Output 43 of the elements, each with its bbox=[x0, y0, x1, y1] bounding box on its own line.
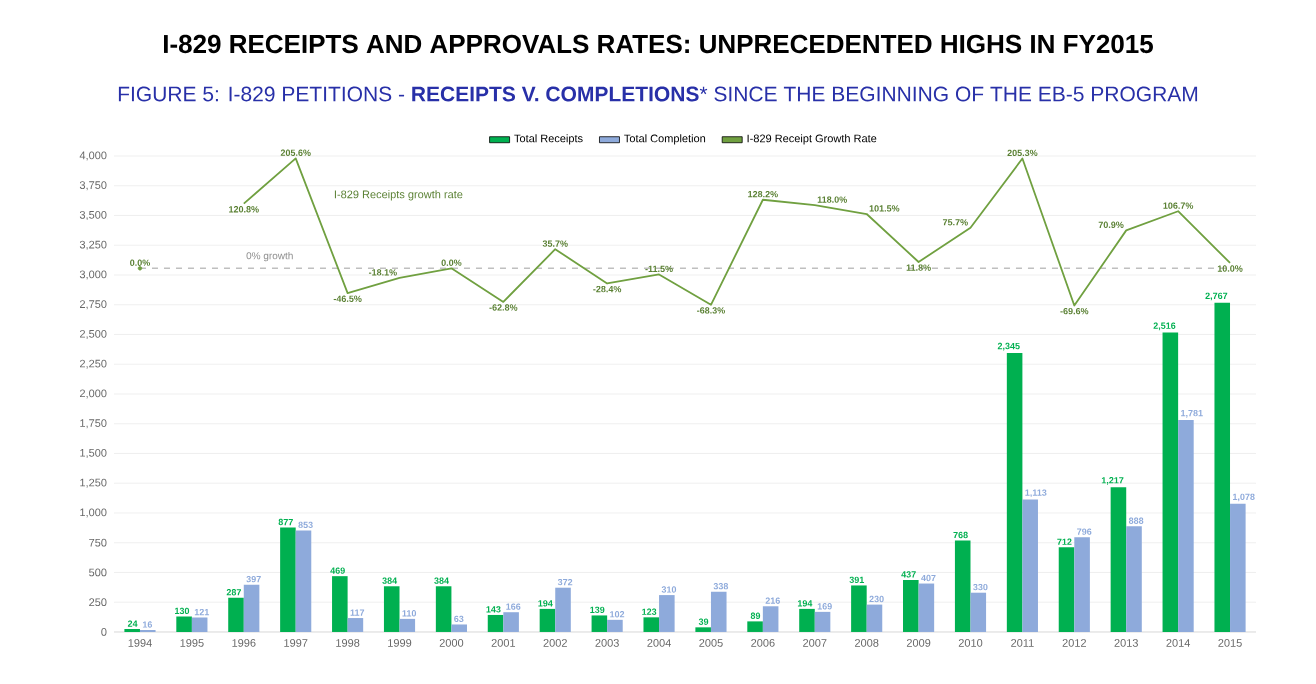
bar bbox=[243, 584, 260, 632]
bar bbox=[1006, 352, 1023, 632]
bar bbox=[659, 595, 675, 632]
bar bbox=[176, 616, 192, 632]
bar bbox=[1110, 487, 1127, 632]
bar bbox=[487, 614, 504, 632]
bar bbox=[1178, 420, 1194, 632]
bar bbox=[866, 604, 883, 632]
bar bbox=[643, 617, 660, 632]
bar bbox=[814, 611, 831, 632]
bar bbox=[435, 586, 452, 632]
bar bbox=[332, 576, 348, 632]
bar bbox=[1022, 499, 1038, 632]
bar bbox=[1058, 547, 1075, 632]
bar bbox=[295, 530, 312, 632]
bar bbox=[1214, 302, 1231, 632]
bar bbox=[555, 587, 571, 632]
bar bbox=[539, 608, 556, 632]
bar bbox=[851, 585, 867, 632]
bar bbox=[1162, 332, 1179, 632]
bar bbox=[762, 606, 779, 632]
bar bbox=[591, 615, 608, 632]
bar bbox=[280, 527, 296, 632]
bar bbox=[191, 617, 208, 632]
bar bbox=[903, 579, 919, 632]
bar bbox=[399, 618, 416, 632]
bar bbox=[228, 597, 244, 632]
chart-subtitle: FIGURE 5: I-829 PETITIONS - RECEIPTS V. COMPLETIONS* SINCE THE BEGINNING OF THE EB-5 PROGRAM bbox=[118, 86, 1198, 102]
bar bbox=[799, 608, 815, 632]
chart-title: I-829 RECEIPTS AND APPROVALS RATES: UNPRECEDENTED HIGHS IN FY2015 bbox=[163, 34, 1153, 54]
bar bbox=[1074, 537, 1090, 632]
bar bbox=[347, 618, 364, 632]
bar bbox=[747, 621, 763, 632]
bar bbox=[451, 624, 467, 632]
bar bbox=[383, 586, 400, 632]
bar bbox=[607, 619, 623, 632]
bar bbox=[918, 583, 935, 632]
bar bbox=[1230, 503, 1246, 632]
bar bbox=[503, 612, 519, 632]
bar bbox=[954, 540, 971, 632]
bar bbox=[1126, 526, 1142, 632]
bar bbox=[970, 592, 987, 632]
bar bbox=[710, 591, 727, 632]
